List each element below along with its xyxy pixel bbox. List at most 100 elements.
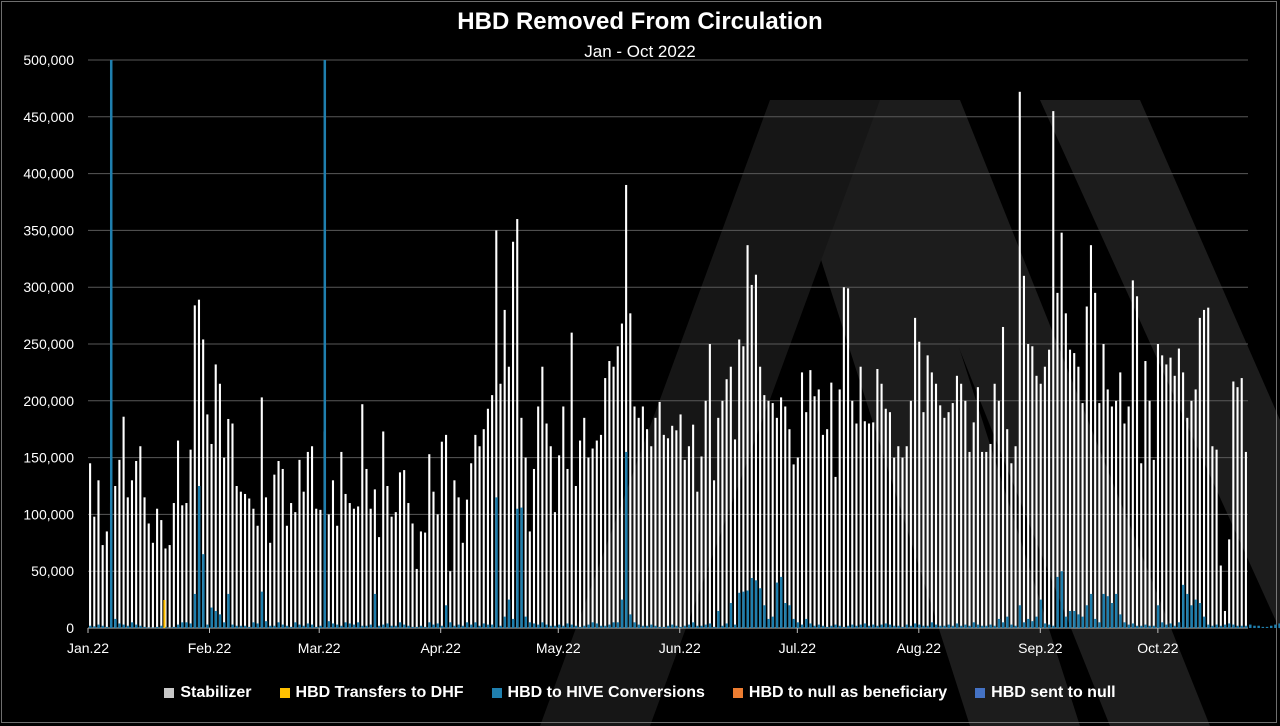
bar	[558, 455, 561, 628]
bar	[315, 508, 318, 628]
bar	[780, 397, 783, 628]
bar	[817, 389, 820, 628]
bar	[470, 463, 473, 628]
bar	[675, 625, 678, 628]
bar	[541, 366, 544, 628]
bar	[1106, 389, 1109, 628]
bar	[378, 625, 381, 628]
bar	[273, 625, 276, 628]
bar	[290, 626, 293, 628]
bar	[595, 623, 599, 628]
bar	[587, 624, 590, 628]
x-tick-label: Oct.22	[1137, 640, 1178, 656]
bar	[700, 625, 703, 628]
bar	[474, 434, 477, 628]
bar	[89, 625, 92, 628]
bar	[1152, 625, 1156, 628]
bar	[717, 610, 720, 628]
bar	[382, 624, 385, 628]
bar	[336, 624, 339, 628]
y-tick-label: 350,000	[23, 222, 74, 238]
bar	[1085, 605, 1089, 628]
bar	[1102, 344, 1105, 628]
bar	[633, 406, 636, 628]
bar	[671, 425, 674, 628]
bar	[1156, 344, 1160, 628]
bar	[516, 219, 519, 629]
bar	[1006, 429, 1009, 628]
bar	[344, 493, 347, 628]
bar	[1198, 603, 1202, 628]
y-tick-label: 450,000	[23, 109, 74, 125]
bar	[742, 591, 745, 628]
bar	[386, 623, 389, 628]
bar	[1219, 625, 1223, 628]
bar	[574, 625, 578, 628]
bar	[327, 514, 330, 628]
bar	[315, 626, 318, 628]
bar	[1018, 605, 1022, 628]
bar	[507, 599, 511, 628]
bar	[570, 624, 574, 628]
bar	[570, 332, 573, 628]
bar	[1043, 366, 1046, 628]
bar	[1035, 616, 1038, 628]
bar	[1060, 232, 1063, 628]
bar	[553, 512, 556, 628]
bar	[968, 625, 971, 628]
bar	[1001, 622, 1005, 628]
bar	[432, 624, 435, 628]
bar	[185, 622, 188, 628]
bar	[1031, 346, 1034, 628]
y-tick-label: 500,000	[23, 52, 74, 68]
bar	[960, 625, 963, 628]
bar	[512, 618, 515, 628]
bar	[298, 459, 301, 628]
bar	[369, 624, 373, 628]
bar	[218, 383, 221, 628]
bar	[1027, 618, 1030, 628]
bar	[729, 366, 732, 628]
bar	[738, 339, 741, 628]
bar	[918, 341, 921, 628]
bar	[641, 406, 644, 628]
bar	[482, 623, 486, 628]
bar	[1098, 622, 1101, 628]
bar	[156, 626, 159, 628]
bar	[574, 486, 577, 628]
bar	[595, 440, 598, 628]
bar	[264, 621, 268, 628]
bar	[1261, 626, 1265, 628]
y-tick-label: 400,000	[23, 166, 74, 182]
bar	[357, 506, 360, 628]
bar	[771, 403, 774, 628]
legend-item: HBD sent to null	[975, 684, 1116, 702]
bar	[930, 372, 933, 628]
bar	[792, 464, 795, 628]
bar	[176, 440, 180, 628]
bar	[897, 446, 900, 628]
bar	[1056, 576, 1059, 628]
bar	[905, 446, 908, 628]
bar	[105, 626, 109, 628]
bar	[914, 623, 917, 628]
bar	[143, 497, 146, 628]
bar	[1068, 349, 1072, 628]
bar	[344, 622, 347, 628]
bar	[1223, 610, 1227, 628]
bar	[784, 406, 787, 628]
bar	[1135, 625, 1139, 628]
bar	[147, 627, 151, 628]
bar	[206, 624, 209, 628]
bar	[1064, 313, 1067, 628]
bar	[867, 423, 871, 628]
bar	[105, 531, 108, 628]
chart-title: HBD Removed From Circulation	[457, 8, 823, 35]
bar	[1165, 364, 1168, 628]
bar	[1098, 403, 1101, 628]
bar	[964, 400, 967, 628]
bar	[909, 400, 912, 628]
bar	[248, 626, 251, 628]
bar	[629, 313, 632, 628]
bar	[361, 404, 364, 628]
